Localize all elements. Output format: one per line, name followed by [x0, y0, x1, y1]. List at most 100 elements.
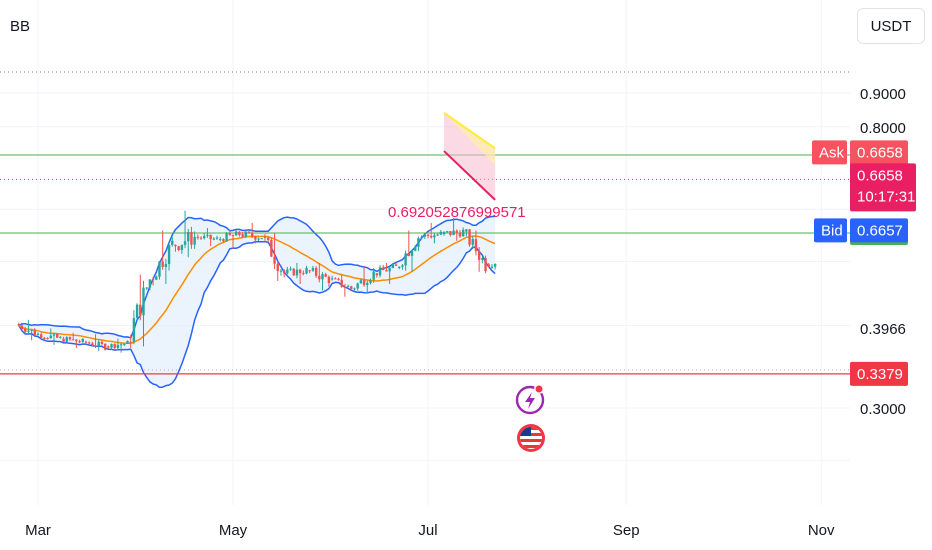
candle-body[interactable] [394, 264, 398, 266]
us-flag-event-icon[interactable] [517, 424, 545, 452]
candle-body[interactable] [132, 318, 136, 342]
candle-body[interactable] [429, 235, 433, 238]
candle-body[interactable] [167, 244, 171, 265]
candle-body[interactable] [238, 231, 241, 236]
candle-body[interactable] [222, 239, 225, 242]
candle-body[interactable] [388, 267, 391, 272]
candle-body[interactable] [407, 253, 411, 256]
candle-body[interactable] [71, 339, 75, 341]
candle-body[interactable] [305, 267, 308, 274]
candle-body[interactable] [107, 346, 110, 348]
candle-body[interactable] [219, 239, 222, 241]
candle-body[interactable] [324, 274, 327, 277]
candle-body[interactable] [52, 334, 56, 336]
lightning-event-icon[interactable] [515, 384, 545, 415]
bid-label-bg[interactable] [814, 218, 847, 243]
candle-body[interactable] [378, 267, 382, 276]
candle-body[interactable] [346, 286, 350, 288]
candle-body[interactable] [68, 337, 72, 340]
candle-body[interactable] [458, 232, 462, 237]
candle-body[interactable] [449, 231, 452, 236]
candle-body[interactable] [148, 279, 152, 288]
candle-body[interactable] [139, 304, 142, 316]
candle-body[interactable] [174, 244, 177, 247]
candle-body[interactable] [417, 238, 420, 247]
candle-body[interactable] [196, 236, 200, 238]
candle-body[interactable] [155, 276, 158, 280]
candle-body[interactable] [292, 268, 295, 276]
candle-body[interactable] [62, 338, 65, 342]
candle-body[interactable] [286, 269, 289, 274]
candle-body[interactable] [151, 279, 155, 281]
candle-body[interactable] [81, 338, 84, 342]
candle-body[interactable] [180, 244, 184, 251]
candle-body[interactable] [33, 330, 37, 335]
candle-body[interactable] [94, 345, 97, 347]
candle-body[interactable] [433, 235, 436, 238]
ask-label-bg[interactable] [812, 140, 847, 165]
candle-body[interactable] [484, 258, 487, 272]
candle-body[interactable] [65, 337, 68, 342]
candle-body[interactable] [187, 232, 190, 242]
candle-body[interactable] [477, 251, 481, 260]
candle-body[interactable] [113, 344, 116, 348]
candle-body[interactable] [398, 266, 401, 268]
candle-body[interactable] [231, 235, 235, 237]
candle-body[interactable] [55, 334, 59, 338]
candle-body[interactable] [75, 339, 78, 342]
candle-body[interactable] [327, 276, 331, 284]
candle-body[interactable] [257, 238, 260, 240]
candle-body[interactable] [356, 283, 359, 289]
candle-body[interactable] [250, 232, 254, 237]
candle-body[interactable] [20, 325, 24, 330]
candle-body[interactable] [321, 274, 324, 280]
candle-body[interactable] [241, 234, 244, 237]
candle-body[interactable] [273, 256, 276, 264]
candle-body[interactable] [39, 334, 43, 338]
candle-body[interactable] [46, 338, 49, 340]
red-level-tag-bg[interactable] [850, 361, 908, 386]
candle-body[interactable] [372, 271, 375, 280]
candle-body[interactable] [391, 264, 395, 268]
candle-body[interactable] [282, 270, 286, 274]
candle-body[interactable] [436, 234, 439, 236]
candle-body[interactable] [487, 264, 490, 267]
candle-body[interactable] [270, 239, 273, 257]
candle-body[interactable] [490, 266, 494, 268]
candle-body[interactable] [266, 237, 270, 240]
candle-body[interactable] [161, 261, 164, 267]
candle-body[interactable] [330, 278, 334, 280]
candle-body[interactable] [244, 231, 247, 237]
candle-body[interactable] [340, 279, 343, 287]
candle-body[interactable] [142, 287, 145, 316]
candle-body[interactable] [439, 231, 442, 235]
candle-body[interactable] [17, 324, 21, 326]
candle-body[interactable] [461, 229, 465, 237]
candle-body[interactable] [145, 287, 148, 289]
candle-body[interactable] [302, 272, 305, 274]
candle-body[interactable] [423, 234, 427, 237]
candle-body[interactable] [199, 237, 203, 239]
candle-body[interactable] [24, 329, 27, 332]
candle-body[interactable] [343, 286, 347, 288]
candle-body[interactable] [43, 337, 46, 339]
candle-body[interactable] [455, 230, 458, 233]
candle-body[interactable] [337, 278, 340, 280]
candle-body[interactable] [375, 273, 379, 276]
candle-body[interactable] [359, 280, 363, 284]
candle-body[interactable] [129, 341, 132, 343]
candle-body[interactable] [311, 268, 315, 271]
candle-body[interactable] [276, 263, 279, 272]
candle-body[interactable] [385, 270, 388, 272]
candle-body[interactable] [308, 270, 311, 272]
candle-body[interactable] [116, 344, 120, 348]
candle-body[interactable] [164, 264, 168, 267]
candle-body[interactable] [78, 341, 81, 343]
candle-body[interactable] [36, 333, 40, 335]
candle-body[interactable] [334, 278, 337, 280]
candle-body[interactable] [493, 263, 497, 267]
candle-body[interactable] [135, 304, 139, 319]
candle-body[interactable] [97, 341, 100, 346]
candle-body[interactable] [110, 344, 113, 348]
